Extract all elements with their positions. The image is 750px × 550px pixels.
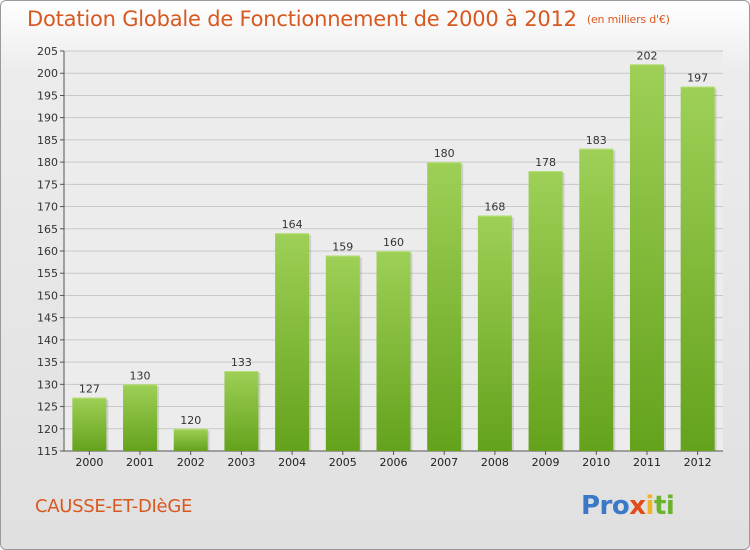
data-label-2004: 164 xyxy=(282,218,303,231)
data-label-2002: 120 xyxy=(180,414,201,427)
y-tick-label: 150 xyxy=(37,289,58,302)
x-tick-label-2008: 2008 xyxy=(481,456,509,469)
x-tick-label-2011: 2011 xyxy=(633,456,661,469)
bar-2003 xyxy=(224,371,259,451)
x-tick-label-2000: 2000 xyxy=(75,456,103,469)
bar-2004 xyxy=(275,233,310,451)
y-tick-label: 155 xyxy=(37,267,58,280)
data-label-2010: 183 xyxy=(586,134,607,147)
data-label-2007: 180 xyxy=(434,147,455,160)
y-tick-label: 205 xyxy=(37,45,58,58)
commune-name: CAUSSE-ET-DIèGE xyxy=(35,496,193,517)
chart-title-text: Dotation Globale de Fonctionnement de 20… xyxy=(27,7,577,31)
bar-2012 xyxy=(680,86,715,452)
x-tick-label-2012: 2012 xyxy=(684,456,712,469)
y-tick-label: 190 xyxy=(37,112,58,125)
x-tick-label-2003: 2003 xyxy=(227,456,255,469)
data-label-2001: 130 xyxy=(130,369,151,382)
bar-2006 xyxy=(376,251,411,451)
data-label-2000: 127 xyxy=(79,383,100,396)
bar-2001 xyxy=(123,384,158,451)
data-label-2008: 168 xyxy=(484,200,505,213)
data-label-2012: 197 xyxy=(687,72,708,85)
data-label-2006: 160 xyxy=(383,236,404,249)
x-tick-label-2007: 2007 xyxy=(430,456,458,469)
y-tick-label: 115 xyxy=(37,445,58,458)
y-tick-label: 200 xyxy=(37,67,58,80)
y-tick-label: 145 xyxy=(37,312,58,325)
y-tick-label: 165 xyxy=(37,223,58,236)
y-tick-label: 180 xyxy=(37,156,58,169)
axes: 115 120 125 130 135 140 145 150 155 160 165 170 175 1… xyxy=(37,45,723,469)
bar-2002 xyxy=(173,428,208,451)
y-tick-label: 160 xyxy=(37,245,58,258)
bar-2007 xyxy=(427,162,462,451)
logo-part: Pro xyxy=(581,491,630,521)
bars xyxy=(72,64,717,452)
bar-2009 xyxy=(528,171,563,451)
x-tick-label-2006: 2006 xyxy=(380,456,408,469)
data-label-2005: 159 xyxy=(332,240,353,253)
bar-2010 xyxy=(579,148,614,451)
x-tick-label-2001: 2001 xyxy=(126,456,154,469)
y-tick-label: 140 xyxy=(37,334,58,347)
proxiti-logo[interactable]: Proxiti xyxy=(581,491,675,521)
bar-2011 xyxy=(629,64,664,452)
data-label-2011: 202 xyxy=(636,49,657,62)
y-tick-label: 120 xyxy=(37,423,58,436)
data-label-2003: 133 xyxy=(231,356,252,369)
bar-2008 xyxy=(477,215,512,451)
bar-2005 xyxy=(325,255,360,451)
data-label-2009: 178 xyxy=(535,156,556,169)
logo-part: x xyxy=(629,491,646,521)
y-tick-label: 175 xyxy=(37,178,58,191)
x-tick-label-2004: 2004 xyxy=(278,456,306,469)
y-tick-label: 195 xyxy=(37,89,58,102)
y-tick-label: 125 xyxy=(37,401,58,414)
logo-part: i xyxy=(645,491,655,521)
x-tick-label-2005: 2005 xyxy=(329,456,357,469)
x-tick-label-2002: 2002 xyxy=(177,456,205,469)
chart-title: Dotation Globale de Fonctionnement de 20… xyxy=(27,7,670,31)
logo-part: ti xyxy=(653,491,675,521)
y-tick-label: 170 xyxy=(37,201,58,214)
chart-subtitle: (en milliers d'€) xyxy=(586,13,670,26)
y-tick-label: 185 xyxy=(37,134,58,147)
y-tick-label: 135 xyxy=(37,356,58,369)
data-labels: 127 130 120 133 164 159 160 180 168 178 183 202 197 xyxy=(79,49,708,426)
x-tick-label-2010: 2010 xyxy=(582,456,610,469)
y-tick-label: 130 xyxy=(37,378,58,391)
bar-2000 xyxy=(72,397,107,451)
x-tick-label-2009: 2009 xyxy=(532,456,560,469)
